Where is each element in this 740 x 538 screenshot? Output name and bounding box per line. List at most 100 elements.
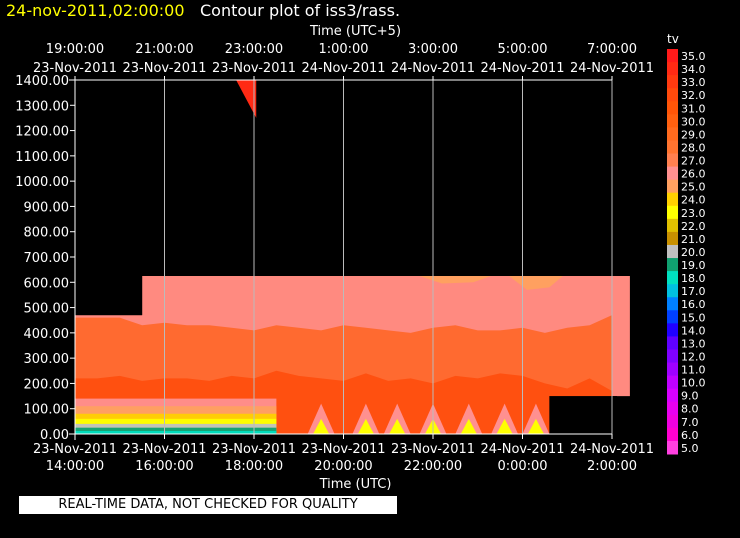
y-tick-label: 700.00 [24, 251, 70, 266]
colorbar-swatch [667, 323, 678, 337]
bottom-tick-time: 14:00:00 [46, 459, 104, 474]
colorbar-level-label: 8.0 [681, 403, 699, 416]
colorbar-level-label: 10.0 [681, 377, 706, 390]
top-tick-date: 24-Nov-2011 [480, 61, 564, 76]
bottom-axis-label: Time (UTC) [319, 477, 392, 492]
top-tick-date: 23-Nov-2011 [212, 61, 296, 76]
surface-band [75, 427, 277, 434]
colorbar-level-label: 31.0 [681, 102, 706, 115]
colorbar-level-label: 19.0 [681, 259, 706, 272]
top-tick-date: 23-Nov-2011 [33, 61, 117, 76]
colorbar-level-label: 22.0 [681, 220, 706, 233]
top-tick-date: 23-Nov-2011 [122, 61, 206, 76]
colorbar-swatch [667, 244, 678, 259]
top-tick-date: 24-Nov-2011 [301, 61, 385, 76]
surface-spike [522, 403, 550, 434]
colorbar-level-label: 27.0 [681, 155, 706, 168]
top-tick-time: 1:00:00 [318, 42, 368, 57]
surface-spike [357, 418, 374, 434]
top-tick-time: 3:00:00 [408, 42, 458, 57]
colorbar-swatch [667, 153, 678, 168]
surface-spike [313, 418, 330, 434]
bottom-tick-date: 23-Nov-2011 [33, 442, 117, 457]
colorbar-swatch [667, 179, 678, 194]
bottom-tick-time: 16:00:00 [135, 459, 193, 474]
colorbar-swatch [667, 127, 678, 141]
colorbar-swatch [667, 388, 678, 403]
surface-spike [460, 418, 477, 434]
colorbar-level-label: 33.0 [681, 76, 706, 89]
quality-notice: REAL-TIME DATA, NOT CHECKED FOR QUALITY [19, 496, 397, 514]
colorbar-level-label: 12.0 [681, 350, 706, 363]
bottom-tick-date: 23-Nov-2011 [212, 442, 296, 457]
colorbar-swatch [667, 140, 678, 155]
colorbar-level-label: 20.0 [681, 246, 706, 259]
y-tick-label: 1300.00 [15, 99, 69, 114]
colorbar-swatch [667, 349, 678, 364]
bottom-tick-time: 18:00:00 [225, 459, 283, 474]
colorbar-level-label: 24.0 [681, 194, 706, 207]
y-tick-label: 600.00 [24, 276, 70, 291]
surface-spike [527, 418, 544, 434]
surface-band [75, 430, 277, 434]
colorbar-swatch [667, 62, 678, 76]
colorbar-level-label: 14.0 [681, 324, 706, 337]
top-tick-date: 24-Nov-2011 [391, 61, 475, 76]
colorbar-swatch [667, 205, 678, 220]
colorbar-level-label: 26.0 [681, 168, 706, 181]
colorbar-swatch [667, 231, 678, 246]
colorbar-swatch [667, 271, 678, 285]
bottom-tick-time: 20:00:00 [314, 459, 372, 474]
y-tick-label: 400.00 [24, 327, 70, 342]
contour-band-tv-25-26 [419, 275, 492, 284]
surface-spike [455, 403, 483, 434]
colorbar-swatch [667, 401, 678, 416]
colorbar-swatch [667, 440, 678, 455]
colorbar-swatch [667, 284, 678, 298]
surface-spike [496, 418, 513, 434]
y-tick-label: 1400.00 [15, 74, 69, 89]
surface-spike [389, 418, 406, 434]
top-tick-time: 23:00:00 [225, 42, 283, 57]
top-tick-time: 19:00:00 [46, 42, 104, 57]
y-tick-label: 1100.00 [15, 150, 69, 165]
colorbar-level-label: 9.0 [681, 390, 699, 403]
y-tick-label: 800.00 [24, 226, 70, 241]
colorbar-swatch [667, 375, 678, 390]
colorbar-level-label: 23.0 [681, 207, 706, 220]
y-tick-label: 1000.00 [15, 175, 69, 190]
top-tick-time: 21:00:00 [135, 42, 193, 57]
colorbar-swatch [667, 218, 678, 233]
colorbar-level-label: 13.0 [681, 337, 706, 350]
y-tick-label: 300.00 [24, 352, 70, 367]
top-tick-date: 24-Nov-2011 [570, 61, 654, 76]
colorbar-label: tv [667, 32, 679, 46]
colorbar-level-label: 6.0 [681, 429, 699, 442]
colorbar-level-label: 32.0 [681, 89, 706, 102]
colorbar-swatch [667, 297, 678, 311]
colorbar-swatch [667, 336, 678, 350]
y-tick-label: 900.00 [24, 200, 70, 215]
colorbar-level-label: 21.0 [681, 233, 706, 246]
colorbar-level-label: 7.0 [681, 416, 699, 429]
chart-title: Contour plot of iss3/rass. [200, 1, 401, 20]
colorbar-level-label: 17.0 [681, 285, 706, 298]
bottom-tick-time: 2:00:00 [587, 459, 637, 474]
no-data-region [549, 396, 617, 434]
bottom-tick-time: 0:00:00 [497, 459, 547, 474]
y-tick-label: 1200.00 [15, 125, 69, 140]
colorbar-level-label: 25.0 [681, 181, 706, 194]
bottom-tick-time: 22:00:00 [404, 459, 462, 474]
bottom-tick-date: 23-Nov-2011 [391, 442, 475, 457]
y-tick-label: 200.00 [24, 377, 70, 392]
no-data-region [75, 275, 143, 316]
colorbar-swatch [667, 310, 678, 324]
colorbar-level-label: 5.0 [681, 442, 699, 455]
colorbar-swatch [667, 362, 678, 377]
colorbar-level-label: 35.0 [681, 50, 706, 63]
bottom-tick-date: 24-Nov-2011 [570, 442, 654, 457]
top-tick-time: 5:00:00 [497, 42, 547, 57]
colorbar-level-label: 18.0 [681, 272, 706, 285]
